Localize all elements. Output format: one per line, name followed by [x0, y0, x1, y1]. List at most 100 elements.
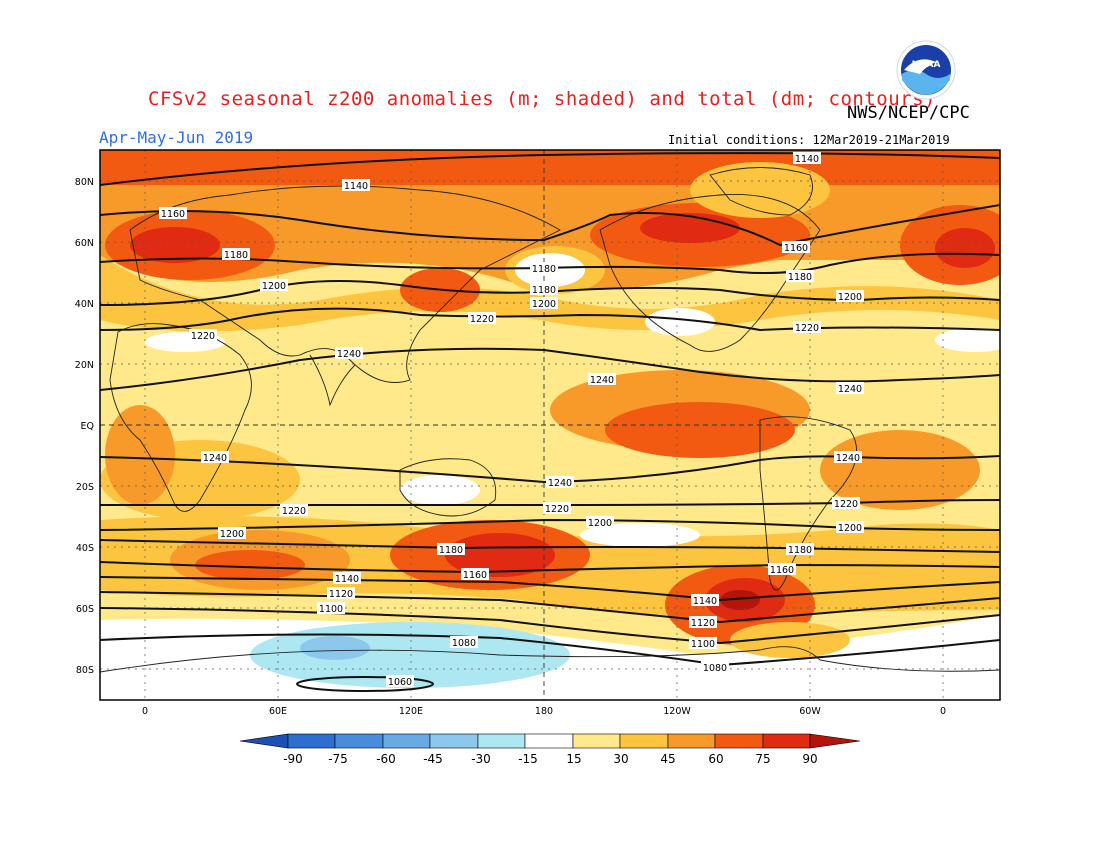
lat-label: 40S	[76, 543, 94, 554]
svg-text:1200: 1200	[262, 281, 286, 292]
colorbar-label: -60	[376, 752, 396, 766]
coast-australia	[399, 458, 497, 517]
contour-1160-sh	[100, 561, 1000, 574]
svg-text:1180: 1180	[439, 545, 463, 556]
contour-label: 1160	[159, 207, 187, 220]
contour-1240-sh	[100, 455, 1000, 484]
colorbar-label: 15	[566, 752, 582, 766]
contour-label: 1200	[836, 290, 864, 303]
svg-text:1220: 1220	[191, 331, 215, 342]
colorbar-segment	[287, 733, 336, 749]
contour-1180-sh	[100, 539, 1000, 553]
forecast-period: Apr-May-Jun 2019	[99, 128, 254, 147]
initial-conditions: Initial conditions: 12Mar2019-21Mar2019	[668, 133, 950, 147]
map-title: CFSv2 seasonal z200 anomalies (m; shaded…	[148, 88, 936, 110]
contour-label: 1180	[222, 248, 250, 261]
contour-label: 1140	[333, 572, 361, 585]
svg-text:1140: 1140	[795, 154, 819, 165]
contour-label: 1180	[786, 543, 814, 556]
contour-1220-sh	[100, 499, 1000, 507]
contour-label: 1220	[280, 504, 308, 517]
contour-label: 1100	[689, 637, 717, 650]
anomaly-nz-core	[445, 533, 555, 577]
contour-1140-nh	[100, 152, 1000, 186]
anomaly-greenland-weak	[690, 162, 830, 218]
contour-label: 1080	[450, 636, 478, 649]
svg-text:1200: 1200	[838, 292, 862, 303]
coast-antarctica	[100, 646, 1000, 673]
svg-text:1240: 1240	[838, 384, 862, 395]
anomaly-atlantic-white	[935, 328, 1000, 352]
anomaly-amundsen-weak	[730, 622, 850, 658]
contour-label: 1060	[386, 675, 414, 688]
colorbar-label: -45	[423, 752, 443, 766]
svg-text:1180: 1180	[788, 272, 812, 283]
contour-label: 1120	[327, 587, 355, 600]
map-frame	[99, 149, 1001, 701]
colorbar-label: -75	[328, 752, 348, 766]
anomaly-europe-core	[130, 227, 220, 263]
anomaly-africa-tropical	[105, 405, 175, 505]
lon-label: 0	[940, 706, 946, 717]
contour-label: 1180	[437, 543, 465, 556]
svg-text:1140: 1140	[693, 596, 717, 607]
contour-1160-nh	[100, 204, 1000, 247]
contour-1060-sh	[296, 676, 434, 692]
colorbar-segment	[239, 733, 289, 749]
lat-label: 40N	[75, 299, 94, 310]
svg-text:1160: 1160	[463, 570, 487, 581]
svg-text:1220: 1220	[470, 314, 494, 325]
svg-text:1240: 1240	[590, 375, 614, 386]
colorbar	[239, 733, 861, 749]
contour-label: 1100	[317, 602, 345, 615]
contour-label: 1240	[546, 476, 574, 489]
svg-text:1180: 1180	[532, 285, 556, 296]
colorbar-label: 90	[802, 752, 818, 766]
contour-label: 1180	[530, 283, 558, 296]
contour-label: 1180	[786, 543, 814, 556]
colorbar-segment	[477, 733, 526, 749]
contour-label: 1200	[530, 297, 558, 310]
contour-label: 1120	[689, 616, 717, 629]
anomaly-se-pacific-peak	[720, 590, 760, 610]
colorbar-segment	[382, 733, 431, 749]
anomaly-sh-pacific-white	[580, 523, 700, 547]
lon-label: 120W	[663, 706, 691, 717]
lat-label: 60N	[75, 238, 94, 249]
svg-text:1120: 1120	[329, 589, 353, 600]
svg-text:1180: 1180	[788, 545, 812, 556]
lon-label: 120E	[399, 706, 423, 717]
colorbar-label: 75	[755, 752, 771, 766]
lat-label: 20S	[76, 482, 94, 493]
contour-label: 1140	[342, 179, 370, 192]
anomaly-australia-white	[400, 475, 480, 505]
colorbar-segment	[572, 733, 621, 749]
colorbar-segment	[524, 733, 574, 749]
longitude-labels: 0 60E 120E 180 120W 60W 0	[142, 706, 946, 717]
colorbar-label: -90	[283, 752, 303, 766]
contour-label: 1160	[782, 241, 810, 254]
svg-text:1080: 1080	[703, 663, 727, 674]
contour-label: 1240	[335, 347, 363, 360]
contour-label: 1240	[201, 451, 229, 464]
contour-label: 1220	[793, 321, 821, 334]
svg-text:1180: 1180	[532, 264, 556, 275]
contour-label: 1180	[530, 262, 558, 275]
contour-1120-sh	[100, 591, 1000, 624]
colorbar-label: -15	[518, 752, 538, 766]
contour-1200-sh	[100, 518, 1000, 531]
svg-text:1240: 1240	[203, 453, 227, 464]
lat-label: 20N	[75, 360, 94, 371]
contour-1080-sh	[100, 633, 1000, 667]
colorbar-segment	[809, 733, 861, 749]
contour-labels: 1140 1140 1160 1180 1200 1220 1240 1220 …	[159, 152, 864, 688]
svg-text:1180: 1180	[224, 250, 248, 261]
contour-label: 1180	[786, 270, 814, 283]
svg-text:1240: 1240	[337, 349, 361, 360]
logo-text: NOAA	[912, 60, 941, 70]
anomaly-brazil-tropical	[820, 430, 980, 510]
colorbar-segment	[334, 733, 384, 749]
coast-europe-asia	[129, 185, 561, 383]
svg-text:1100: 1100	[319, 604, 343, 615]
colorbar-label: 60	[708, 752, 724, 766]
